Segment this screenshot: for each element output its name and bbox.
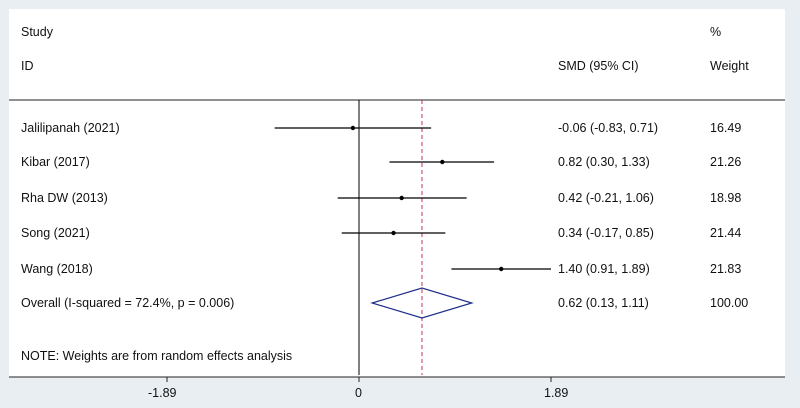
header-study: Study — [21, 25, 53, 39]
header-id: ID — [21, 59, 34, 73]
study-point-1 — [350, 125, 356, 131]
study-weight-5: 21.83 — [710, 262, 742, 276]
study-label-5: Wang (2018) — [21, 262, 93, 276]
overall-weight: 100.00 — [710, 296, 749, 310]
overall-label: Overall (I-squared = 72.4%, p = 0.006) — [21, 296, 235, 310]
study-point-5 — [499, 266, 504, 272]
overall-ci: 0.62 (0.13, 1.11) — [558, 296, 649, 310]
study-weight-1: 16.49 — [710, 121, 742, 135]
study-ci-5: 1.40 (0.91, 1.89) — [558, 262, 650, 276]
header-weight: Weight — [710, 59, 749, 73]
study-ci-1: -0.06 (-0.83, 0.71) — [558, 121, 659, 135]
study-weight-3: 18.98 — [710, 191, 742, 205]
study-ci-3: 0.42 (-0.21, 1.06) — [558, 191, 654, 205]
x-tick-label-pos: 1.89 — [544, 386, 569, 400]
plot-panel — [9, 9, 785, 377]
overall-diamond — [370, 287, 474, 319]
study-ci-4: 0.34 (-0.17, 0.85) — [558, 226, 654, 240]
study-label-2: Kibar (2017) — [21, 155, 90, 169]
header-smd: SMD (95% CI) — [558, 59, 639, 73]
note-text: NOTE: Weights are from random effects an… — [21, 349, 293, 363]
study-label-1: Jalilipanah (2021) — [21, 121, 120, 135]
study-weight-4: 21.44 — [710, 226, 742, 240]
study-ci-2: 0.82 (0.30, 1.33) — [558, 155, 650, 169]
study-point-3 — [399, 195, 404, 201]
study-label-3: Rha DW (2013) — [21, 191, 108, 205]
x-tick-label-zero: 0 — [355, 386, 362, 400]
study-point-4 — [391, 230, 396, 236]
study-point-2 — [440, 159, 445, 165]
x-tick-label-neg: -1.89 — [148, 386, 177, 400]
study-weight-2: 21.26 — [710, 155, 742, 169]
study-label-4: Song (2021) — [21, 226, 90, 240]
header-percent: % — [710, 25, 722, 39]
